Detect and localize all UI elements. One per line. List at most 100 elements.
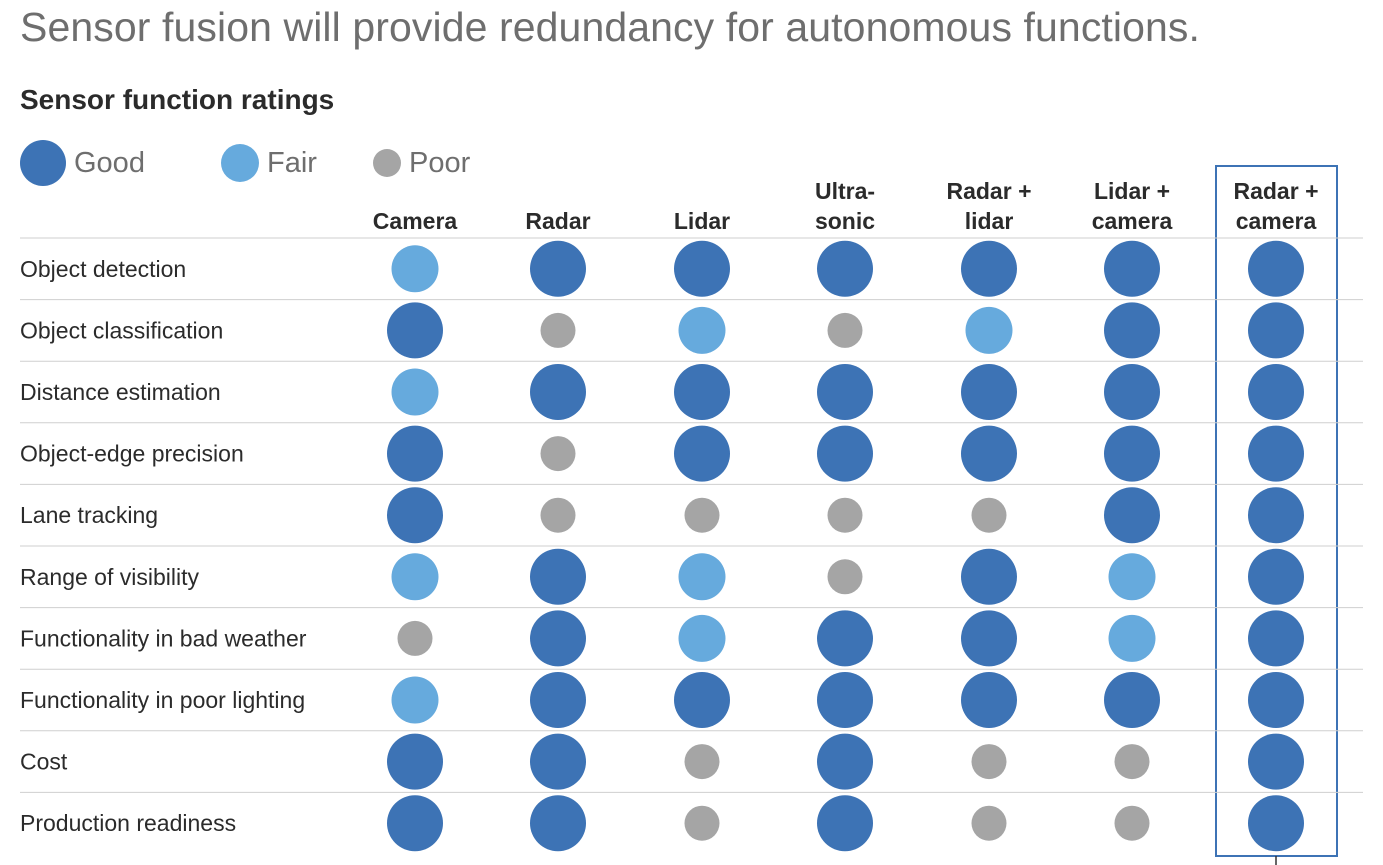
rating-dot-good [961, 672, 1017, 728]
rating-dot-fair [391, 553, 439, 601]
rating-dot-good [530, 364, 586, 420]
legend: Good Fair Poor [0, 138, 520, 188]
legend-item-good: Good [20, 138, 145, 188]
rating-dot-good [1104, 364, 1160, 420]
rating-dot-poor [397, 620, 433, 656]
rating-dot-good [1104, 240, 1160, 297]
legend-item-poor: Poor [373, 138, 470, 188]
row-label: Lane tracking [20, 502, 158, 528]
rating-dot-fair [1108, 614, 1156, 662]
rating-dot-good [1248, 240, 1304, 297]
legend-label-poor: Poor [409, 146, 471, 179]
rating-dot-fair [678, 614, 726, 662]
rating-dot-poor [684, 744, 720, 780]
rating-dot-good [387, 795, 443, 852]
rating-dot-good [530, 240, 586, 297]
rating-dot-good [674, 425, 730, 482]
rating-dot-poor [540, 312, 576, 348]
rating-dot-good [961, 548, 1017, 605]
rating-dot-good [1104, 487, 1160, 544]
rating-dot-good [817, 240, 873, 297]
headline: Sensor fusion will provide redundancy fo… [20, 4, 1201, 50]
rating-dot-good [817, 425, 873, 482]
row-label: Object detection [20, 256, 186, 282]
rating-dot-good [1248, 610, 1304, 667]
row-label: Distance estimation [20, 379, 221, 405]
rating-dot-good [1248, 425, 1304, 482]
rating-dot-good [1248, 795, 1304, 852]
column-header-6: Radar + [1233, 178, 1318, 204]
rating-dot-good [1104, 302, 1160, 359]
rating-dot-fair [391, 676, 439, 724]
rating-dot-poor [540, 436, 576, 472]
rating-dot-poor [971, 497, 1007, 533]
rating-dot-good [961, 240, 1017, 297]
row-label: Production readiness [20, 810, 236, 836]
rating-dot-poor [827, 312, 863, 348]
rating-dot-good [387, 487, 443, 544]
row-label: Functionality in bad weather [20, 625, 307, 651]
legend-label-good: Good [74, 146, 145, 179]
row-label: Range of visibility [20, 564, 199, 590]
rating-dot-good [674, 240, 730, 297]
fair-dot-icon [221, 144, 259, 182]
rating-dot-good [530, 795, 586, 852]
rating-dot-good [817, 364, 873, 420]
rating-dot-fair [678, 553, 726, 601]
rating-dot-fair [391, 245, 439, 293]
rating-dot-good [530, 733, 586, 790]
column-header-5: Lidar + [1094, 178, 1170, 204]
rating-dot-good [1248, 548, 1304, 605]
column-header-2: Lidar [674, 208, 730, 234]
rating-dot-good [961, 425, 1017, 482]
column-header-0: Camera [373, 208, 458, 234]
rating-dot-good [961, 364, 1017, 420]
rating-dot-poor [827, 559, 863, 595]
rating-dot-good [530, 548, 586, 605]
legend-item-fair: Fair [221, 138, 317, 188]
rating-dot-good [387, 733, 443, 790]
rating-dot-good [387, 425, 443, 482]
rating-dot-poor [684, 805, 720, 841]
rating-dot-good [530, 610, 586, 667]
rating-dot-good [961, 610, 1017, 667]
rating-dot-good [1104, 425, 1160, 482]
column-header-3: Ultra- [815, 178, 875, 204]
rating-dot-good [1248, 487, 1304, 544]
rating-dot-fair [391, 368, 439, 416]
rating-dot-good [1104, 672, 1160, 728]
rating-dot-good [530, 672, 586, 728]
rating-dot-good [1248, 733, 1304, 790]
rating-dot-poor [1114, 744, 1150, 780]
rating-dot-poor [684, 497, 720, 533]
column-header-3: sonic [815, 208, 875, 234]
rating-dot-good [817, 610, 873, 667]
row-label: Object classification [20, 317, 223, 343]
rating-dot-good [387, 302, 443, 359]
column-header-5: camera [1092, 208, 1173, 234]
column-header-1: Radar [525, 208, 590, 234]
rating-dot-poor [827, 497, 863, 533]
rating-dot-poor [971, 744, 1007, 780]
rating-dot-good [674, 364, 730, 420]
rating-dot-good [674, 672, 730, 728]
rating-dot-poor [1114, 805, 1150, 841]
good-dot-icon [20, 140, 66, 186]
row-label: Object-edge precision [20, 441, 244, 467]
rating-dot-good [1248, 364, 1304, 420]
rating-dot-poor [971, 805, 1007, 841]
rating-dot-fair [678, 306, 726, 354]
rating-dot-good [817, 672, 873, 728]
legend-label-fair: Fair [267, 146, 317, 179]
rating-dot-good [817, 733, 873, 790]
column-header-6: camera [1236, 208, 1317, 234]
row-label: Functionality in poor lighting [20, 687, 305, 713]
chart-subtitle: Sensor function ratings [20, 84, 335, 115]
rating-dot-poor [540, 497, 576, 533]
poor-dot-icon [373, 149, 401, 177]
rating-dot-good [1248, 302, 1304, 359]
row-label: Cost [20, 749, 68, 775]
rating-dot-fair [965, 306, 1013, 354]
rating-dot-good [1248, 672, 1304, 728]
